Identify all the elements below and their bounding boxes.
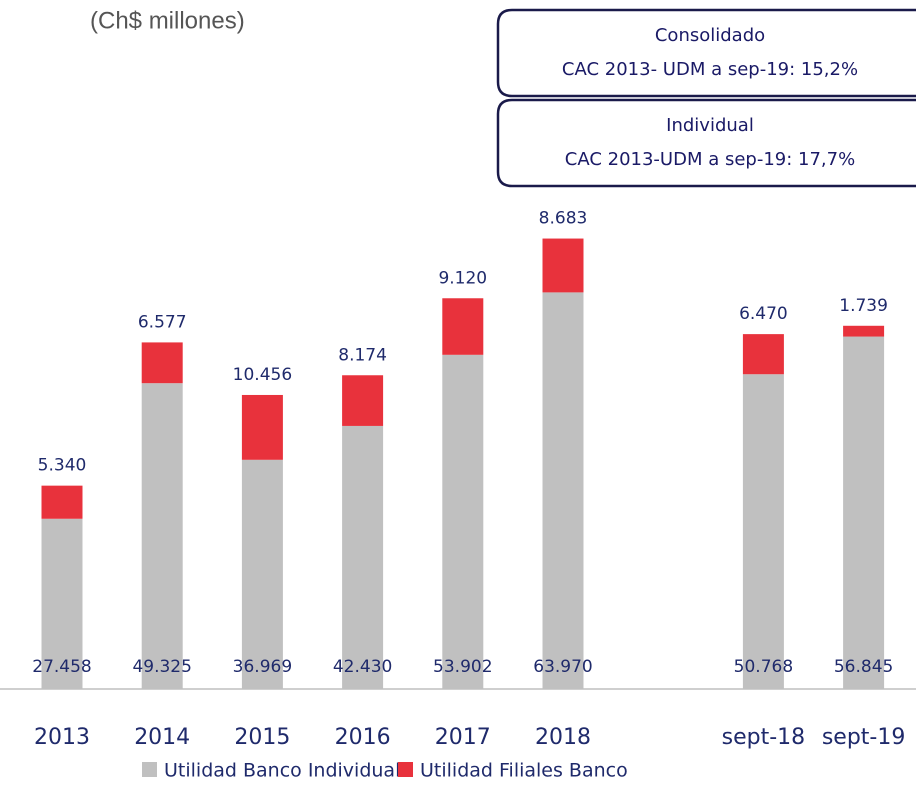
data-label: 63.970 [533,657,592,677]
bar-segment [241,459,283,689]
data-label: 6.470 [739,304,788,324]
bar-segment [442,354,484,689]
annotation-text: Individual [666,115,754,136]
annotation-text: CAC 2013-UDM a sep-19: 17,7% [565,149,855,170]
data-label: 8.174 [338,345,387,365]
data-label: 27.458 [32,657,91,677]
bar-segment [41,485,83,519]
bar-segment [742,334,784,375]
bar-segment [141,342,183,384]
bar-segment [141,383,183,689]
x-tick-label: 2015 [234,725,290,750]
x-tick-label: 2013 [34,725,90,750]
bar-segment [342,375,384,426]
bar-segment [542,292,584,689]
data-label: 1.739 [839,296,888,316]
data-label: 42.430 [333,657,392,677]
chart-subtitle: (Ch$ millones) [90,7,245,34]
data-label: 56.845 [834,657,893,677]
bar-segment [843,336,885,689]
legend-label: Utilidad Filiales Banco [420,760,628,782]
annotation-text: CAC 2013- UDM a sep-19: 15,2% [562,59,858,80]
bar-segment [843,325,885,337]
data-label: 49.325 [132,657,191,677]
x-tick-label: sept-19 [822,725,906,750]
x-tick-label: 2016 [335,725,391,750]
data-label: 10.456 [233,365,292,385]
annotation-text: Consolidado [655,25,765,46]
x-tick-label: 2018 [535,725,591,750]
bar-segment [542,238,584,293]
data-label: 50.768 [734,657,793,677]
legend-swatch [142,762,157,777]
legend-label: Utilidad Banco Individual [164,760,400,782]
data-label: 36.969 [233,657,292,677]
bar-segment [742,374,784,689]
x-tick-label: 2014 [134,725,190,750]
bar-segment [41,518,83,689]
data-label: 53.902 [433,657,492,677]
data-label: 8.683 [539,209,588,229]
x-tick-label: sept-18 [722,725,806,750]
data-label: 5.340 [38,456,87,476]
bar-segment [342,425,384,689]
data-label: 9.120 [438,268,487,288]
legend-swatch [398,762,413,777]
bar-segment [241,394,283,460]
x-tick-label: 2017 [435,725,491,750]
annotation-box [496,8,916,98]
annotation-box [496,98,916,188]
data-label: 6.577 [138,312,187,332]
bar-segment [442,298,484,355]
